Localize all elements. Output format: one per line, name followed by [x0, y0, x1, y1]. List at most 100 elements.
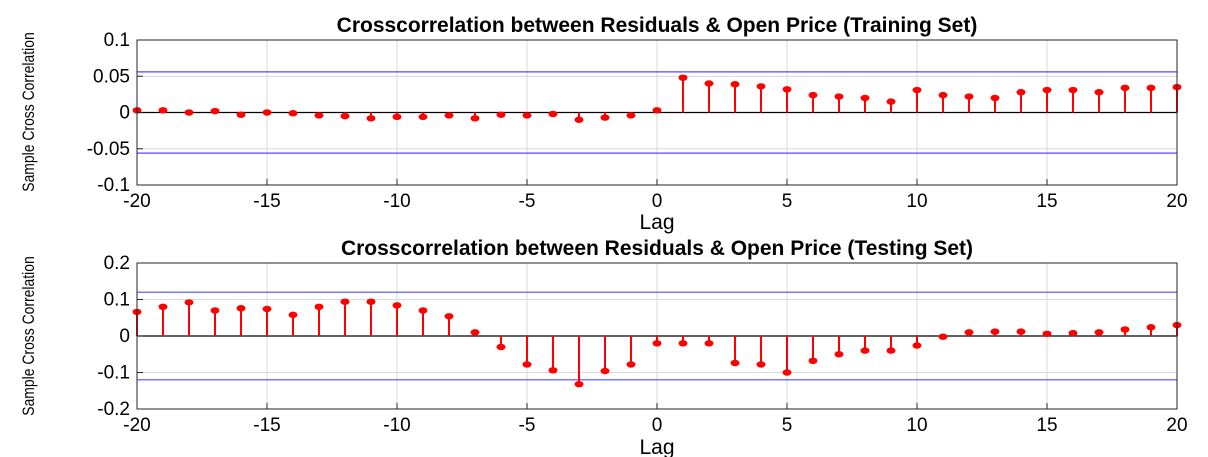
training-stem-marker: [834, 93, 844, 100]
testing-stem-marker: [1146, 324, 1156, 331]
training-stem-marker: [886, 98, 896, 105]
testing-stem: [782, 336, 792, 376]
training-stem-marker: [548, 110, 558, 118]
training-stem: [678, 74, 688, 113]
training-xtick-label: -20: [123, 191, 150, 212]
testing-stem-marker: [756, 361, 766, 368]
testing-stem-marker: [470, 329, 480, 336]
testing-stem-marker: [886, 347, 896, 354]
testing-stem: [1042, 330, 1052, 338]
training-stem-marker: [600, 114, 610, 121]
testing-stem: [366, 298, 376, 336]
testing-xtick-label: -10: [383, 415, 410, 436]
training-stem-marker: [522, 112, 532, 119]
testing-stem: [1016, 328, 1026, 336]
testing-xtick-label: 0: [652, 415, 663, 436]
testing-stem: [470, 329, 480, 336]
testing-stem-marker: [834, 351, 844, 358]
training-stem: [886, 98, 896, 113]
training-stem-marker: [574, 116, 584, 123]
training-stem-marker: [340, 112, 350, 120]
testing-ytick-label: 0.2: [104, 253, 130, 274]
testing-stem: [210, 307, 220, 336]
testing-stem-marker: [1016, 328, 1026, 335]
testing-stem-marker: [496, 343, 506, 351]
training-stem-marker: [1120, 84, 1130, 92]
testing-stem: [730, 336, 740, 367]
training-stem-marker: [938, 91, 948, 99]
training-xtick-label: -15: [253, 191, 280, 212]
testing-stem: [1146, 324, 1156, 336]
training-stem: [626, 112, 636, 119]
testing-ylabel: Sample Cross Correlation: [20, 256, 39, 415]
training-stem: [444, 112, 454, 119]
training-stem-marker: [808, 91, 818, 99]
testing-xtick-label: 10: [906, 415, 927, 436]
training-stem-marker: [860, 94, 870, 102]
testing-xlabel: Lag: [639, 436, 674, 457]
testing-stem: [1094, 329, 1104, 336]
training-stem-marker: [366, 115, 376, 122]
testing-stem-marker: [730, 359, 740, 367]
training-stem: [1042, 86, 1052, 113]
training-stem: [990, 94, 1000, 113]
testing-stem: [314, 303, 324, 336]
testing-ytick-label: -0.2: [97, 399, 130, 420]
training-stem: [600, 112, 610, 121]
testing-stem-marker: [782, 369, 792, 376]
testing-stem: [704, 336, 714, 347]
training-stem: [782, 86, 792, 113]
testing-stem-marker: [236, 305, 246, 312]
training-stem: [236, 111, 246, 118]
training-stem-marker: [184, 109, 194, 116]
training-stem: [834, 93, 844, 113]
training-stem-marker: [236, 111, 246, 118]
testing-ytick-label: 0: [119, 326, 130, 347]
testing-stem-marker: [1042, 330, 1052, 338]
training-xlabel: Lag: [639, 211, 674, 234]
training-stem: [1016, 89, 1026, 113]
training-stem-marker: [652, 107, 662, 114]
training-stem: [1094, 89, 1104, 113]
testing-stem: [678, 336, 688, 347]
testing-stem: [1068, 329, 1078, 337]
testing-stem-marker: [366, 298, 376, 305]
training-xtick-label: 20: [1166, 191, 1187, 212]
training-stem: [288, 110, 298, 117]
training-stem: [938, 91, 948, 113]
training-stem: [574, 112, 584, 123]
training-stem-marker: [210, 107, 220, 115]
training-stem-marker: [444, 112, 454, 119]
training-xtick-label: -5: [519, 191, 536, 212]
testing-stem-marker: [600, 367, 610, 375]
training-stem-marker: [496, 111, 506, 118]
testing-stem-marker: [392, 302, 402, 309]
testing-stem: [418, 307, 428, 336]
testing-stem: [574, 336, 584, 388]
training-stem: [366, 112, 376, 122]
testing-stem-marker: [158, 303, 168, 310]
testing-stem-marker: [288, 311, 298, 319]
training-title: Crosscorrelation between Residuals & Ope…: [337, 14, 978, 37]
training-stem: [860, 94, 870, 113]
testing-stem-marker: [340, 298, 350, 305]
testing-stem-marker: [1120, 326, 1130, 333]
testing-stem-marker: [548, 367, 558, 374]
training-stem: [184, 109, 194, 116]
training-ytick-label: -0.05: [87, 139, 130, 160]
training-stem-marker: [418, 113, 428, 121]
testing-stem-marker: [990, 328, 1000, 335]
testing-stem: [626, 336, 636, 368]
training-xtick-label: 15: [1036, 191, 1057, 212]
training-stem-marker: [1042, 86, 1052, 94]
testing-stem: [548, 336, 558, 374]
testing-stem-marker: [808, 357, 818, 365]
testing-stem-marker: [626, 361, 636, 368]
training-stem: [1068, 86, 1078, 113]
testing-stem: [522, 336, 532, 368]
testing-stem-marker: [574, 380, 584, 388]
testing-stem: [808, 336, 818, 365]
testing-stem-marker: [210, 307, 220, 314]
training-xtick-label: -10: [383, 191, 410, 212]
